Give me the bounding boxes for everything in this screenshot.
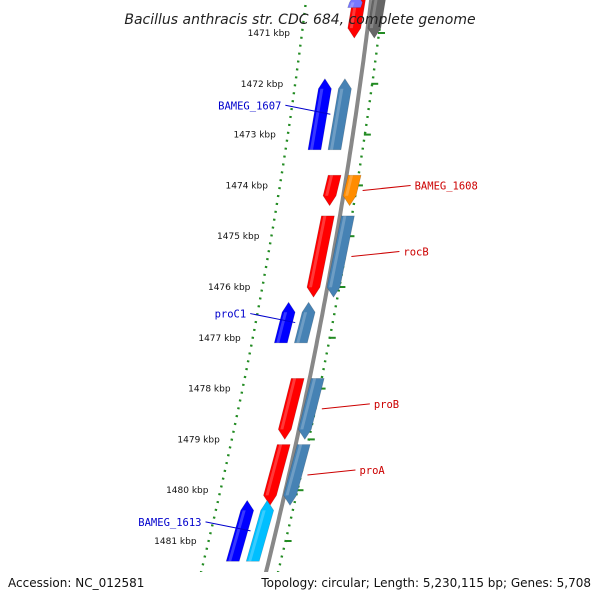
gene-label-proa[interactable]: proA [359,465,385,477]
kbp-label: 1475 kbp [217,232,260,242]
label-layer: BAMEG_1607 BAMEG_1608 rocB proC1 proB proA BAM… [91,100,478,593]
gene-highlight [345,175,354,196]
gene-highlight [276,312,288,343]
gene-highlight [300,378,317,430]
gene-arrow[interactable] [225,499,255,562]
gene-arrow[interactable] [273,301,296,344]
gene-highlight [369,0,378,29]
kbp-label: 1481 kbp [154,537,197,547]
gene-arrow[interactable] [347,0,363,8]
gene-highlight [280,378,297,430]
kbp-label: 1478 kbp [188,385,231,395]
label-leader-line [250,313,296,324]
kbp-label: 1472 kbp [241,80,284,90]
gene-proc1-outer[interactable] [293,301,316,344]
gene-label-rocb[interactable]: rocB [403,247,428,259]
label-leader-line [321,403,370,410]
gene-label-bameg_1613[interactable]: BAMEG_1613 [138,517,201,529]
kbp-label: 1471 kbp [248,29,291,39]
gene-arrow[interactable] [347,0,366,39]
label-leader-line [351,251,400,258]
tick-layer: 1471 kbp 1472 kbp 1473 kbp 1474 kbp 1475 kbp… [142,4,385,598]
gene-label-bameg_1607[interactable]: BAMEG_1607 [218,100,281,112]
gene-highlight [285,444,303,496]
backbone-layer [257,0,374,600]
gene-highlight [310,88,324,150]
kbp-label: 1476 kbp [208,283,251,293]
label-leader-line [205,521,251,532]
gene-highlight [228,510,246,562]
gene-highlight [329,215,347,288]
kbp-label: 1474 kbp [226,181,269,191]
label-leader-line [362,184,411,191]
gene-bameg_1608-outer[interactable] [342,174,362,207]
label-leader-line [285,104,331,115]
gene-arrow[interactable] [307,78,332,151]
gene-proa-outer[interactable] [283,444,311,506]
gene-highlight [349,2,355,8]
gene-arrow[interactable] [277,378,305,440]
gene-label-prob[interactable]: proB [374,399,399,411]
gene-highlight [265,444,283,496]
kbp-label: 1479 kbp [177,435,220,445]
label-leader-line [307,469,356,476]
gene-label-proc1[interactable]: proC1 [215,309,247,321]
gene-highlight [248,510,266,562]
accession-text: Accession: NC_012581 [8,576,144,590]
gene-label-bameg_1608[interactable]: BAMEG_1608 [415,180,478,192]
kbp-label: 1480 kbp [166,486,209,496]
footer-background [0,572,600,600]
kbp-label: 1473 kbp [233,131,276,141]
topology-text: Topology: circular; Length: 5,230,115 bp… [260,576,591,590]
gene-highlight [309,215,327,288]
gene-arrow[interactable] [263,444,291,506]
gene-arrow[interactable] [367,0,386,39]
feature-layer [217,0,386,600]
map-title: Bacillus anthracis str. CDC 684, complet… [124,12,475,28]
gene-arrow[interactable] [322,174,342,207]
kbp-label: 1477 kbp [198,334,241,344]
gene-bameg_1613-outer[interactable] [245,499,275,562]
gene-bameg_1607-outer[interactable] [327,78,352,151]
gene-highlight [325,175,334,196]
genome-backbone [257,0,374,600]
gene-arrow[interactable] [306,215,335,298]
gene-rocb-outer[interactable] [326,215,355,298]
gene-highlight [330,88,344,150]
gene-prob-outer[interactable] [297,378,325,440]
gene-highlight [296,312,308,343]
